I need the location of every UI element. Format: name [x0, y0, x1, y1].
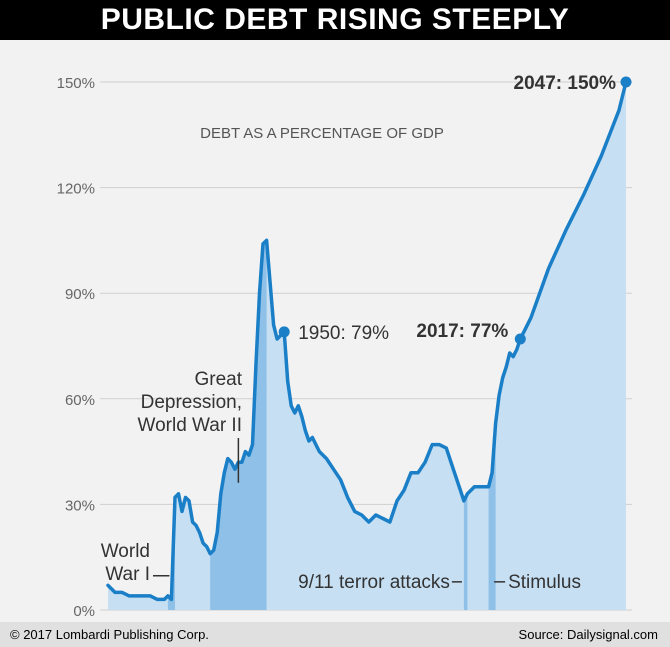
chart-subtitle: DEBT AS A PERCENTAGE OF GDP: [200, 125, 444, 142]
series-line: [106, 80, 628, 602]
y-tick-label: 150%: [57, 75, 95, 92]
highlight-points: [278, 76, 632, 345]
ann-2047-point: [620, 76, 632, 88]
page-title: PUBLIC DEBT RISING STEEPLY: [0, 0, 670, 40]
copyright-text: © 2017 Lombardi Publishing Corp.: [10, 627, 209, 642]
shaded-period: [210, 240, 267, 610]
chart-area: 0% 30% 60% 90% 120% 150% DEBT AS A PERCENTAGE…: [0, 40, 670, 622]
y-tick-label: 30%: [65, 497, 95, 514]
area-layer: [106, 80, 628, 610]
ann-2017-point: [514, 333, 526, 345]
shaded-period: [463, 493, 468, 610]
ann-2047-label: 2047: 150%: [514, 73, 617, 94]
ann-depression-label: Great: [194, 369, 242, 390]
ann-ww1-label: War I: [105, 564, 150, 585]
y-tick-label: 120%: [57, 181, 95, 198]
footer: © 2017 Lombardi Publishing Corp. Source:…: [0, 622, 670, 647]
debt-chart: 0% 30% 60% 90% 120% 150% DEBT AS A PERCENTAGE…: [57, 73, 632, 620]
y-tick-label: 90%: [65, 286, 95, 303]
ann-911-label: 9/11 terror attacks: [298, 572, 450, 593]
y-axis-ticks: 0% 30% 60% 90% 120% 150%: [57, 75, 95, 620]
ann-1950-point: [278, 326, 290, 338]
y-tick-label: 60%: [65, 392, 95, 409]
area-fill: [108, 82, 626, 610]
source-text: Source: Dailysignal.com: [518, 627, 658, 642]
ann-depression-label: Depression,: [141, 392, 242, 413]
ann-stimulus-label: Stimulus: [508, 572, 581, 593]
ann-depression-label: World War II: [137, 415, 242, 436]
ann-1950-label: 1950: 79%: [298, 323, 389, 344]
ann-ww1-label: World: [101, 541, 150, 562]
ann-2017-label: 2017: 77%: [416, 321, 508, 342]
y-tick-label: 0%: [73, 603, 95, 620]
